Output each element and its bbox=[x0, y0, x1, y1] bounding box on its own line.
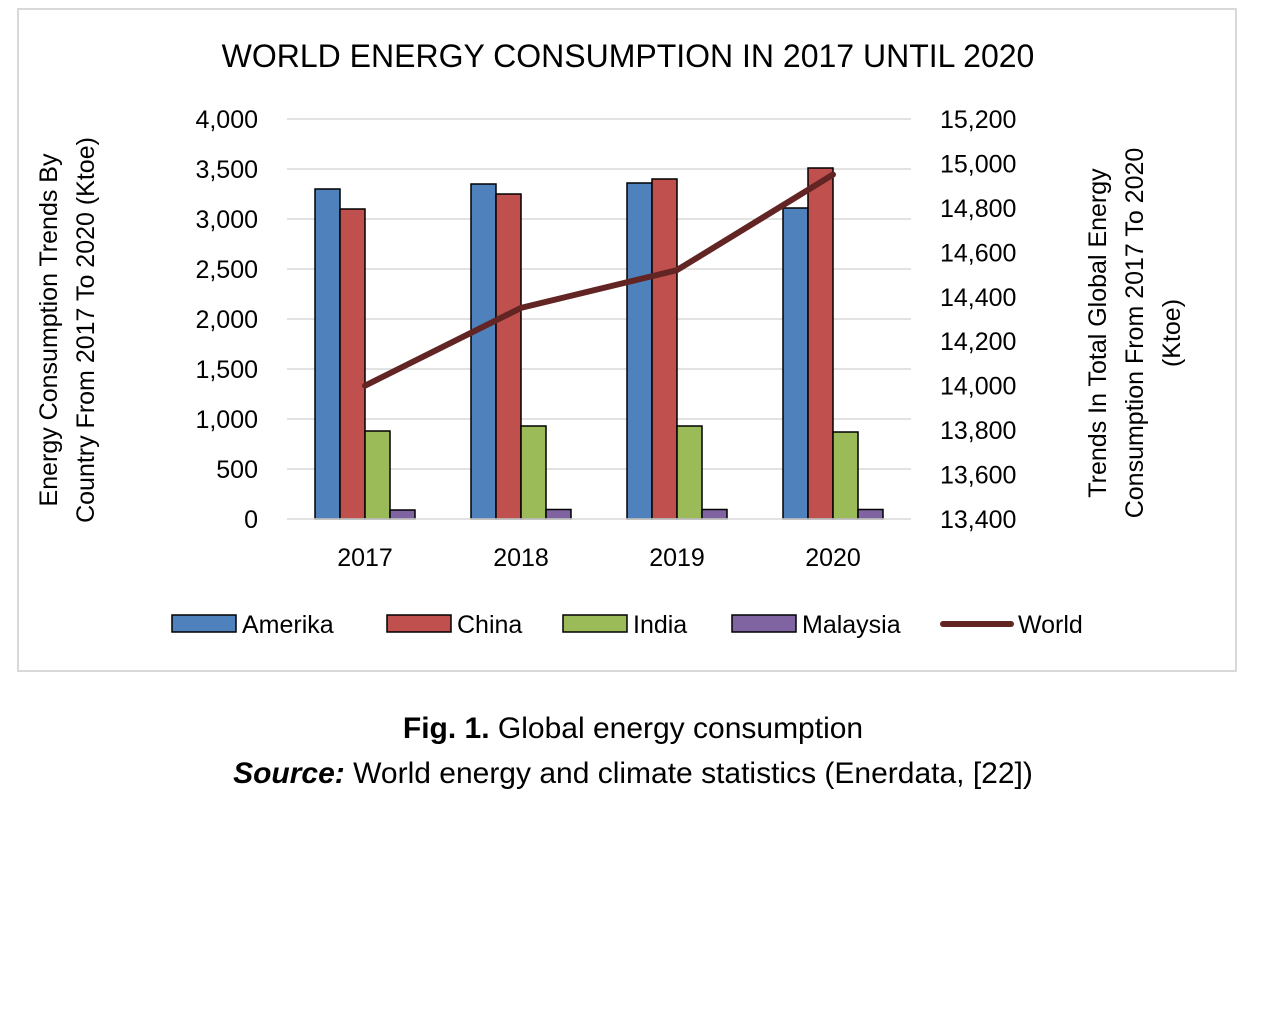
bar-china bbox=[651, 178, 678, 520]
chart-title: WORLD ENERGY CONSUMPTION IN 2017 UNTIL 2… bbox=[222, 38, 1035, 74]
bar-malaysia bbox=[389, 509, 416, 520]
legend-label-amerika: Amerika bbox=[242, 611, 334, 639]
y2-tick-label: 15,200 bbox=[940, 106, 1016, 134]
y2-tick-label: 14,000 bbox=[940, 373, 1016, 401]
bar-amerika bbox=[470, 183, 497, 520]
bar-amerika bbox=[314, 188, 341, 520]
bar-malaysia bbox=[857, 508, 884, 520]
source-label: Source: bbox=[233, 757, 345, 790]
y-tick-label: 0 bbox=[244, 506, 258, 534]
y-axis-label: Energy Consumption Trends By bbox=[35, 153, 63, 506]
y2-tick-label: 14,800 bbox=[940, 195, 1016, 223]
x-tick-label: 2018 bbox=[493, 544, 549, 572]
y-tick-label: 1,500 bbox=[195, 356, 258, 384]
bar-malaysia bbox=[701, 508, 728, 520]
x-tick-label: 2017 bbox=[337, 544, 393, 572]
bar-india bbox=[832, 431, 859, 520]
y2-tick-label: 13,400 bbox=[940, 506, 1016, 534]
y-tick-label: 3,000 bbox=[195, 206, 258, 234]
y2-tick-label: 14,600 bbox=[940, 239, 1016, 267]
figure-caption: Fig. 1. Global energy consumption bbox=[0, 712, 1266, 746]
source-text: World energy and climate statistics (Ene… bbox=[344, 757, 1033, 790]
y2-tick-label: 15,000 bbox=[940, 150, 1016, 178]
bar-china bbox=[339, 208, 366, 520]
legend-label-world: World bbox=[1018, 611, 1083, 639]
bar-china bbox=[495, 193, 522, 520]
legend-label-malaysia: Malaysia bbox=[802, 611, 901, 639]
y-tick-label: 2,000 bbox=[195, 306, 258, 334]
y-tick-label: 3,500 bbox=[195, 156, 258, 184]
bar-china bbox=[807, 167, 834, 520]
y2-axis-label: Consumption From 2017 To 2020 bbox=[1121, 148, 1149, 519]
x-tick-label: 2019 bbox=[649, 544, 705, 572]
y2-axis-label: (Ktoe) bbox=[1158, 299, 1186, 367]
y-tick-label: 2,500 bbox=[195, 256, 258, 284]
legend-swatch-amerika bbox=[171, 614, 237, 633]
y2-tick-label: 14,200 bbox=[940, 328, 1016, 356]
y2-tick-label: 13,600 bbox=[940, 462, 1016, 490]
y-tick-label: 1,000 bbox=[195, 406, 258, 434]
y2-axis-label: Trends In Total Global Energy bbox=[1084, 168, 1112, 498]
source-line: Source: World energy and climate statist… bbox=[0, 757, 1266, 791]
chart-frame bbox=[17, 8, 1237, 672]
figure-caption-text: Global energy consumption bbox=[489, 712, 864, 745]
legend-swatch-malaysia bbox=[731, 614, 797, 633]
legend-swatch-india bbox=[562, 614, 628, 633]
y2-tick-label: 13,800 bbox=[940, 417, 1016, 445]
figure-label: Fig. 1. bbox=[402, 712, 490, 745]
y-tick-label: 500 bbox=[216, 456, 258, 484]
y2-tick-label: 14,400 bbox=[940, 284, 1016, 312]
bar-amerika bbox=[626, 182, 653, 520]
bar-india bbox=[364, 430, 391, 520]
bar-india bbox=[676, 425, 703, 520]
bar-amerika bbox=[782, 207, 809, 520]
bar-malaysia bbox=[545, 508, 572, 520]
line-world bbox=[362, 171, 836, 389]
bar-india bbox=[520, 425, 547, 520]
y-tick-label: 4,000 bbox=[195, 106, 258, 134]
energy-chart: WORLD ENERGY CONSUMPTION IN 2017 UNTIL 2… bbox=[35, 38, 1186, 639]
legend-label-china: China bbox=[457, 611, 522, 639]
legend-swatch-china bbox=[386, 614, 452, 633]
x-tick-label: 2020 bbox=[805, 544, 861, 572]
legend-label-india: India bbox=[633, 611, 687, 639]
y-axis-label: Country From 2017 To 2020 (Ktoe) bbox=[72, 137, 100, 523]
